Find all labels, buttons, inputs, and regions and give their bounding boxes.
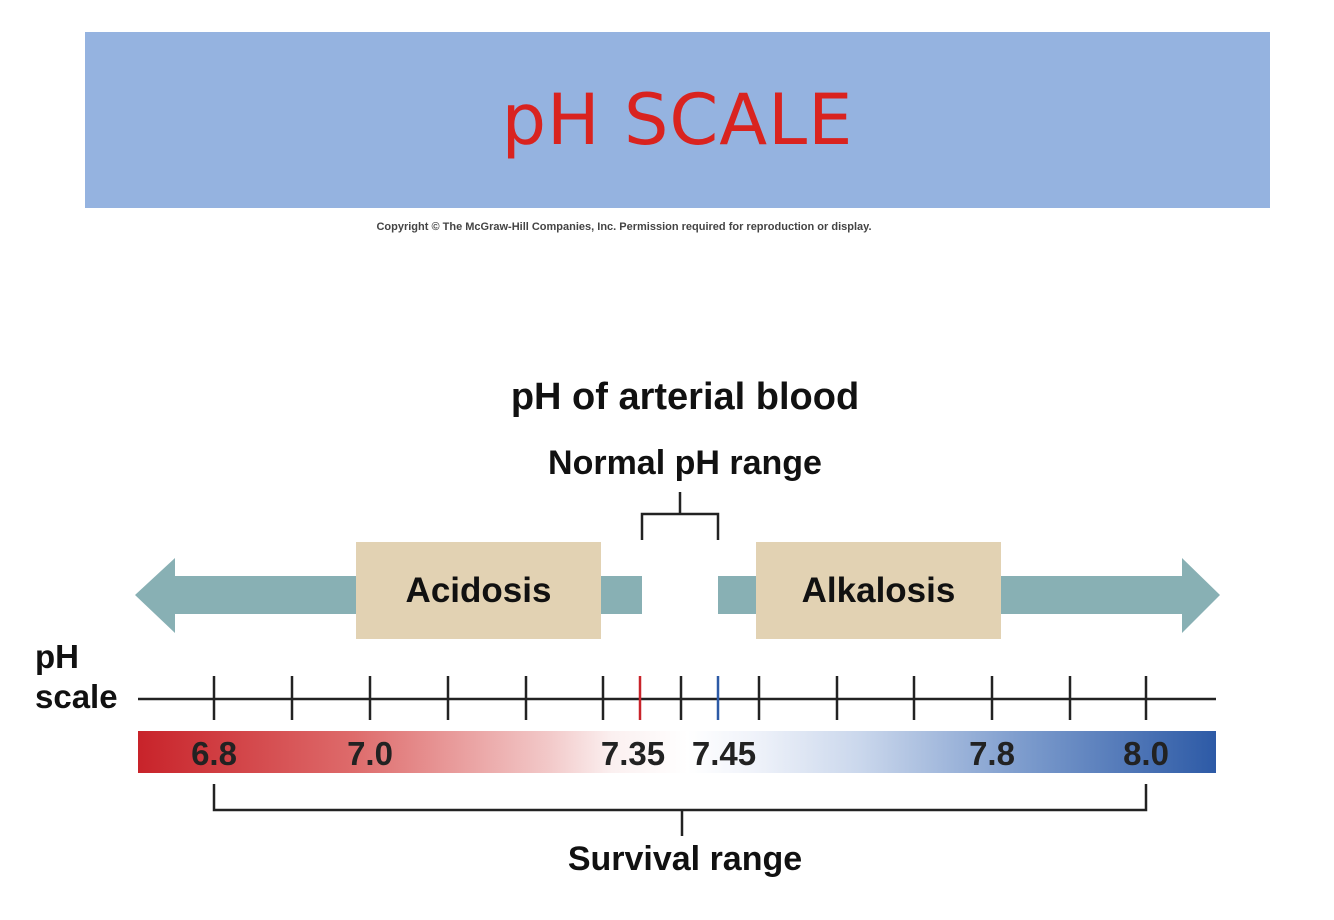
axis-label-line2: scale — [35, 678, 118, 715]
ph-gradient-bar — [138, 731, 1216, 773]
acidosis-label: Acidosis — [405, 570, 552, 610]
ph-scale-axis — [138, 676, 1216, 720]
scale-label-7-45: 7.45 — [692, 735, 756, 772]
axis-label-line1: pH — [35, 638, 79, 675]
survival-range-bracket — [212, 784, 1148, 836]
page-title: pH SCALE — [501, 79, 854, 161]
normal-range-bracket — [640, 492, 720, 540]
alkalosis-label: Alkalosis — [801, 570, 956, 610]
acidosis-box: Acidosis — [356, 542, 601, 639]
scale-label-6-8: 6.8 — [191, 735, 237, 772]
title-banner: pH SCALE — [85, 32, 1270, 208]
diagram-title: pH of arterial blood — [510, 376, 860, 418]
ph-scale-axis-label: pH scale — [35, 637, 118, 717]
normal-range-label: Normal pH range — [548, 444, 822, 482]
survival-range-label: Survival range — [567, 840, 803, 878]
copyright-notice: Copyright © The McGraw-Hill Companies, I… — [376, 221, 872, 233]
scale-label-7-8: 7.8 — [969, 735, 1015, 772]
scale-label-7-0: 7.0 — [347, 735, 393, 772]
scale-label-7-35: 7.35 — [601, 735, 665, 772]
scale-label-8-0: 8.0 — [1123, 735, 1169, 772]
alkalosis-box: Alkalosis — [756, 542, 1001, 639]
